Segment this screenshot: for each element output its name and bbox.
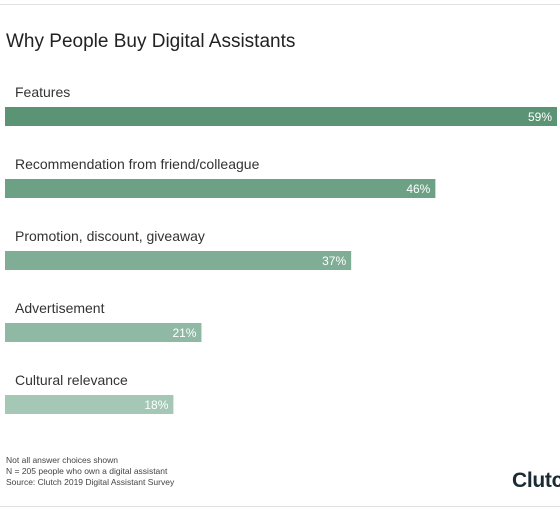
bar-value-label: 46% bbox=[406, 182, 430, 196]
bar-value-label: 59% bbox=[528, 110, 552, 124]
category-label: Features bbox=[15, 84, 70, 100]
bar bbox=[5, 179, 436, 198]
category-label: Promotion, discount, giveaway bbox=[15, 228, 205, 244]
bar bbox=[5, 107, 557, 126]
bar bbox=[5, 251, 352, 270]
bar-value-label: 18% bbox=[144, 398, 168, 412]
bottom-divider bbox=[0, 506, 560, 507]
bar bbox=[5, 395, 174, 414]
top-divider bbox=[0, 4, 560, 5]
chart-notes: Not all answer choices shown N = 205 peo… bbox=[6, 455, 174, 488]
note-line: Not all answer choices shown bbox=[6, 455, 118, 465]
bar bbox=[5, 323, 202, 342]
chart-title: Why People Buy Digital Assistants bbox=[6, 31, 296, 52]
category-label: Cultural relevance bbox=[15, 372, 128, 388]
note-line: Source: Clutch 2019 Digital Assistant Su… bbox=[6, 477, 175, 487]
category-label: Recommendation from friend/colleague bbox=[15, 156, 260, 172]
note-line: N = 205 people who own a digital assista… bbox=[6, 466, 168, 476]
bar-value-label: 21% bbox=[172, 326, 196, 340]
category-label: Advertisement bbox=[15, 300, 105, 316]
clutch-logo: Clutch bbox=[512, 469, 560, 492]
bar-value-label: 37% bbox=[322, 254, 346, 268]
